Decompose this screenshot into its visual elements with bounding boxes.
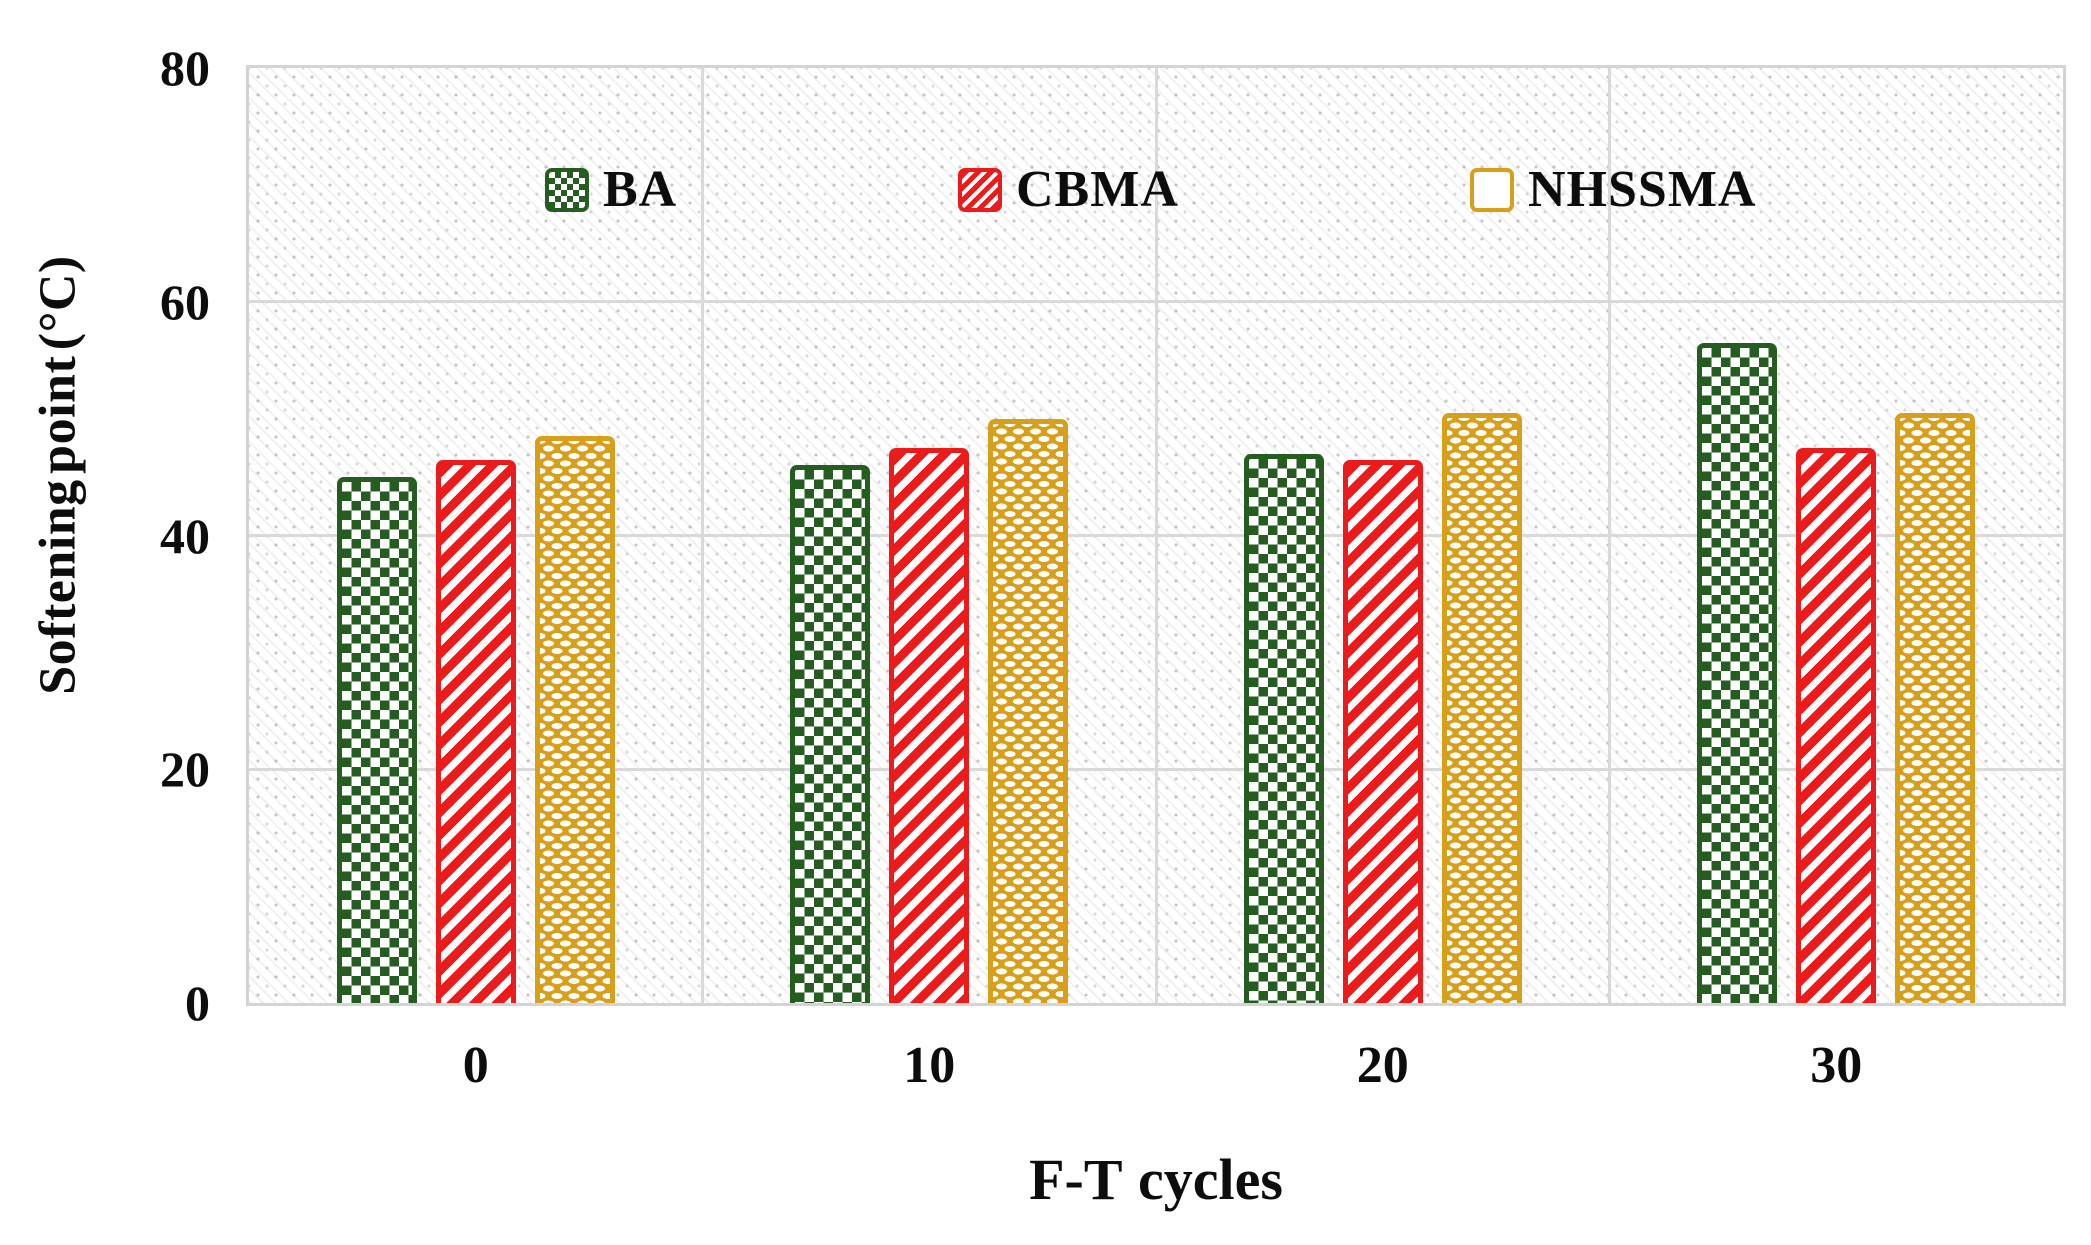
- legend-item-BA: BA: [545, 164, 677, 216]
- legend-item-NHSSMA: NHSSMA: [1470, 164, 1756, 216]
- legend-swatch-BA: [545, 168, 589, 212]
- bar-BA-cycle-20: [1243, 453, 1324, 1003]
- legend-swatch-NHSSMA: [1470, 168, 1514, 212]
- y-tick-label-0: 0: [185, 975, 210, 1031]
- bar-CBMA-cycle-20: [1342, 459, 1423, 1003]
- x-tick-label-30: 30: [1810, 1037, 1863, 1094]
- bar-NHSSMA-cycle-30: [1895, 412, 1976, 1003]
- bar-CBMA-cycle-10: [889, 447, 970, 1003]
- bar-NHSSMA-cycle-10: [988, 418, 1069, 1003]
- legend-item-CBMA: CBMA: [958, 164, 1179, 216]
- y-tick-label-60: 60: [160, 273, 210, 330]
- bar-CBMA-cycle-0: [435, 459, 516, 1003]
- x-tick-label-10: 10: [903, 1037, 956, 1094]
- x-tick-label-20: 20: [1356, 1037, 1409, 1094]
- x-axis-title: F-T cycles: [1029, 1147, 1283, 1212]
- legend-label-BA: BA: [603, 161, 678, 218]
- bar-NHSSMA-cycle-20: [1441, 412, 1522, 1003]
- legend-label-NHSSMA: NHSSMA: [1528, 161, 1757, 218]
- y-tick-label-40: 40: [160, 507, 210, 564]
- bar-BA-cycle-30: [1697, 342, 1778, 1003]
- bar-CBMA-cycle-30: [1796, 447, 1877, 1003]
- x-tick-label-0: 0: [462, 1037, 489, 1094]
- y-tick-label-80: 80: [160, 40, 210, 96]
- y-tick-label-20: 20: [160, 741, 210, 798]
- legend-label-CBMA: CBMA: [1016, 161, 1179, 218]
- plot-area: [246, 65, 2066, 1006]
- bar-BA-cycle-10: [790, 465, 871, 1003]
- gridline-x-2: [1154, 68, 1158, 1003]
- legend-swatch-CBMA: [958, 168, 1002, 212]
- bar-BA-cycle-0: [336, 477, 417, 1003]
- gridline-x-1: [701, 68, 704, 1003]
- gridline-x-3: [1608, 68, 1611, 1003]
- bar-NHSSMA-cycle-0: [534, 436, 615, 1003]
